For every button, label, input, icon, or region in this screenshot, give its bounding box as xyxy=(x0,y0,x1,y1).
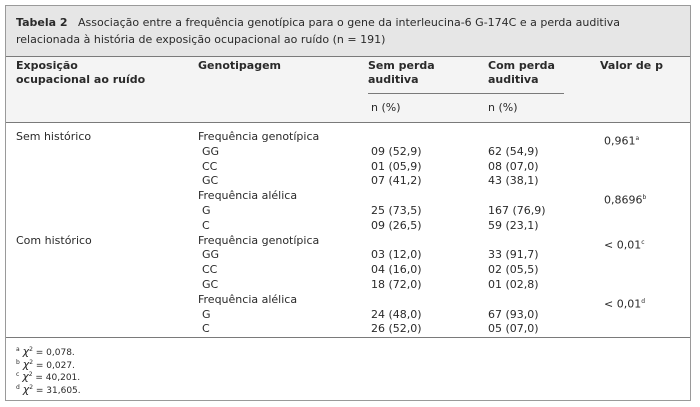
header-genotipagem: Genotipagem xyxy=(198,59,281,72)
footnote-marker: a xyxy=(16,346,20,353)
sem-perda-cell: 09 (52,9) xyxy=(371,144,422,158)
header-bottom-rule xyxy=(6,122,690,123)
header-exposure-line1: Exposição xyxy=(16,59,78,72)
caption-text: Associação entre a frequência genotípica… xyxy=(16,16,621,46)
header-com-perda: Com perda auditiva xyxy=(488,59,555,87)
com-perda-cell: 33 (91,7) xyxy=(488,248,539,262)
genotype-cell: GG xyxy=(202,144,220,158)
footnote-marker: b xyxy=(642,194,647,202)
sem-perda-cell: 07 (41,2) xyxy=(371,174,422,188)
footnote-line: d χ2 = 31,605. xyxy=(16,382,81,397)
header-sem-perda: Sem perda auditiva xyxy=(368,59,435,87)
footnote-text: = 0,078. xyxy=(32,348,75,358)
chi-symbol: χ xyxy=(22,345,30,358)
header-top-rule xyxy=(6,56,690,57)
footnote-marker: d xyxy=(641,297,646,305)
header-sem-perda-line1: Sem perda xyxy=(368,59,435,72)
header-exposure: Exposição ocupacional ao ruído xyxy=(16,59,145,87)
footnote-marker: a xyxy=(635,135,640,142)
chi-power: 2 xyxy=(28,371,33,378)
footnote-marker: b xyxy=(16,358,20,366)
caption-box xyxy=(6,6,690,56)
subheader-rule xyxy=(368,93,564,94)
header-valor-p: Valor de p xyxy=(600,59,663,72)
com-perda-cell: 59 (23,1) xyxy=(488,218,539,232)
footnote-text: = 0,027. xyxy=(33,360,75,371)
header-sem-perda-line2: auditiva xyxy=(368,73,419,86)
header-com-perda-line1: Com perda xyxy=(488,59,555,72)
chi-symbol: χ xyxy=(22,382,30,396)
com-perda-cell: 62 (54,9) xyxy=(488,144,539,158)
sem-perda-cell: 01 (05,9) xyxy=(371,159,422,173)
caption-label: Tabela 2 xyxy=(16,16,68,29)
sem-perda-cell: 18 (72,0) xyxy=(371,278,422,291)
genotype-cell: CC xyxy=(202,159,218,173)
sem-perda-cell: 03 (12,0) xyxy=(371,248,422,262)
footnote-marker: d xyxy=(16,383,20,391)
footnote-text: = 40,201. xyxy=(32,373,81,383)
footnote-line: b χ2 = 0,027. xyxy=(16,357,75,372)
footnote-marker: c xyxy=(641,238,645,246)
chi-power: 2 xyxy=(29,358,34,366)
header-exposure-line2: ocupacional ao ruído xyxy=(16,73,146,86)
genotype-cell: GC xyxy=(202,174,219,188)
subheader-n-com: n (%) xyxy=(488,101,518,114)
p-value-cell: 0,8696b xyxy=(604,193,647,207)
chi-symbol: χ xyxy=(22,357,30,371)
genotype-cell: C xyxy=(202,322,210,336)
footnote-line: a χ2 = 0,078. xyxy=(16,344,75,359)
chi-symbol: χ xyxy=(22,370,29,383)
header-com-perda-line2: auditiva xyxy=(488,73,539,86)
exposure-cell: Com histórico xyxy=(16,233,92,247)
com-perda-cell: 167 (76,9) xyxy=(488,204,546,217)
com-perda-cell: 08 (07,0) xyxy=(488,159,539,173)
genotype-cell: Frequência genotípica xyxy=(198,130,320,143)
genotype-cell: Frequência alélica xyxy=(198,189,298,203)
footnote-line: c χ2 = 40,201. xyxy=(16,369,80,384)
footnote-marker: c xyxy=(16,371,20,378)
sem-perda-cell: 26 (52,0) xyxy=(371,322,422,336)
table-caption: Tabela 2 Associação entre a frequência g… xyxy=(16,14,680,48)
header-background xyxy=(6,56,690,122)
sem-perda-cell: 09 (26,5) xyxy=(371,218,422,232)
genotype-cell: CC xyxy=(202,263,218,277)
genotype-cell: G xyxy=(202,307,211,321)
com-perda-cell: 67 (93,0) xyxy=(488,307,539,321)
p-value-cell: < 0,01d xyxy=(604,297,646,311)
genotype-cell: GC xyxy=(202,278,219,291)
com-perda-cell: 05 (07,0) xyxy=(488,322,539,336)
table-bottom-rule xyxy=(6,337,690,338)
footnote-text: = 31,605. xyxy=(33,385,81,396)
genotype-cell: G xyxy=(202,204,211,217)
subheader-n-sem: n (%) xyxy=(371,101,401,114)
genotype-cell: GG xyxy=(202,248,220,262)
genotype-cell: C xyxy=(202,218,210,232)
p-value-cell: < 0,01c xyxy=(604,238,645,252)
com-perda-cell: 01 (02,8) xyxy=(488,278,539,291)
sem-perda-cell: 24 (48,0) xyxy=(371,307,422,321)
chi-power: 2 xyxy=(29,346,33,353)
p-value-cell: 0,961a xyxy=(604,134,640,148)
exposure-cell: Sem histórico xyxy=(16,130,92,143)
genotype-cell: Frequência alélica xyxy=(198,292,298,306)
genotype-cell: Frequência genotípica xyxy=(198,233,320,247)
table-frame: Tabela 2 Associação entre a frequência g… xyxy=(5,5,691,401)
com-perda-cell: 02 (05,5) xyxy=(488,263,539,277)
sem-perda-cell: 04 (16,0) xyxy=(371,263,422,277)
com-perda-cell: 43 (38,1) xyxy=(488,174,539,188)
chi-power: 2 xyxy=(29,383,34,391)
sem-perda-cell: 25 (73,5) xyxy=(371,204,422,217)
